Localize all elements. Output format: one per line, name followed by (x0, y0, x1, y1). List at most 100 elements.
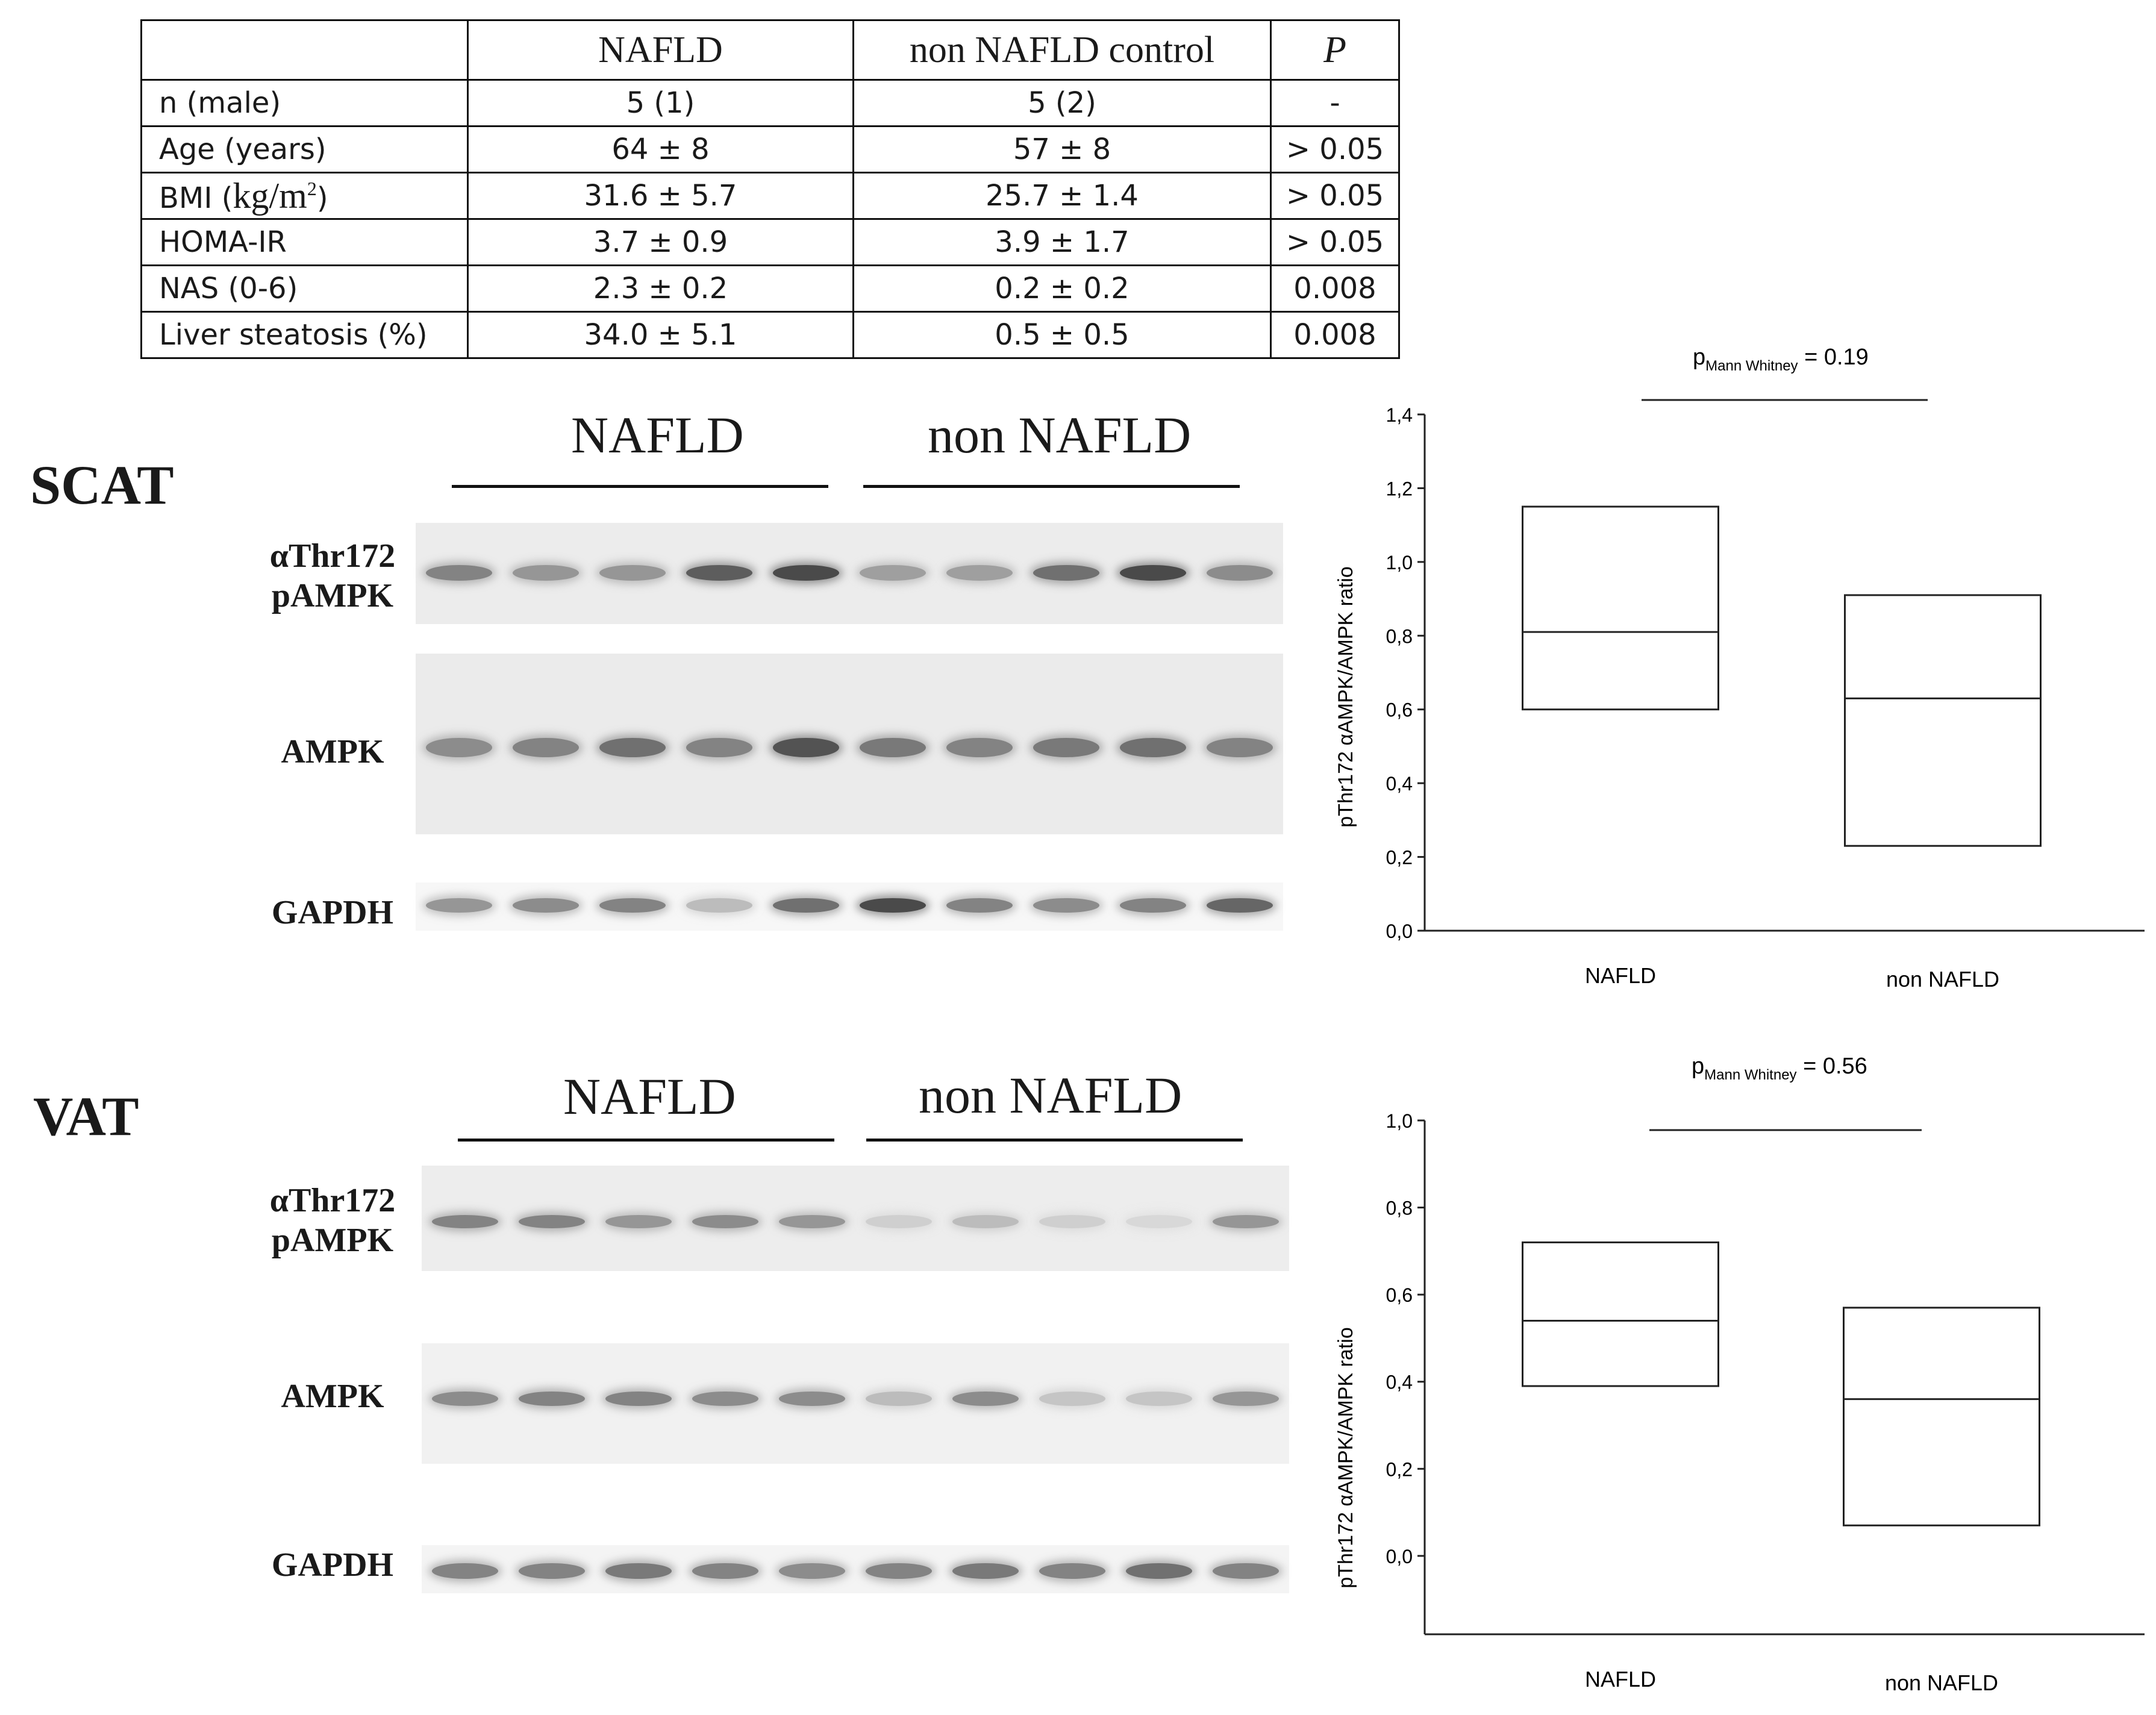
blot-band (605, 1215, 672, 1228)
vat-row-label-pampk: αThr172 pAMPK (242, 1181, 423, 1260)
scat-row-label-pampk: αThr172 pAMPK (242, 536, 423, 616)
p-value: 0.008 (1270, 311, 1400, 359)
blot-band (773, 738, 839, 757)
scat-p-value: = 0.19 (1798, 345, 1869, 370)
scat-p-subscript: Mann Whitney (1705, 358, 1798, 374)
scat-blot-gapdh (416, 882, 1283, 931)
blot-band (1039, 1215, 1105, 1228)
blot-band (519, 1215, 585, 1228)
y-tick-label: 0,8 (1386, 1198, 1413, 1219)
bmi-unit-text: kg/m (233, 175, 307, 216)
vat-group-nafld: NAFLD (563, 1067, 736, 1125)
table-row: BMI (kg/m2) 31.6 ± 5.7 25.7 ± 1.4 > 0.05 (140, 172, 1400, 220)
blot-band (1120, 565, 1186, 581)
blot-band (513, 738, 579, 757)
blot-band (1126, 1392, 1192, 1406)
blot-band (773, 898, 839, 913)
control-value: 5 (2) (852, 79, 1272, 127)
blot-band (426, 898, 492, 913)
nafld-value: 3.7 ± 0.9 (467, 218, 854, 266)
blot-band (605, 1392, 672, 1406)
table-header-control: non NAFLD control (852, 19, 1272, 81)
scat-group-nafld: NAFLD (571, 406, 744, 464)
table-row: NAS (0-6) 2.3 ± 0.2 0.2 ± 0.2 0.008 (140, 264, 1400, 313)
table-row: HOMA-IR 3.7 ± 0.9 3.9 ± 1.7 > 0.05 (140, 218, 1400, 266)
blot-band (952, 1392, 1019, 1406)
blot-band (686, 738, 752, 757)
row-label: Age (years) (140, 125, 469, 173)
blot-band (1126, 1215, 1192, 1228)
blot-band (432, 1563, 498, 1579)
p-value: - (1270, 79, 1400, 127)
blot-band (1213, 1215, 1279, 1228)
blot-band (866, 1392, 932, 1406)
blot-band (779, 1392, 845, 1406)
row-label: n (male) (140, 79, 469, 127)
control-value: 3.9 ± 1.7 (852, 218, 1272, 266)
blot-band (1120, 738, 1186, 757)
blot-band (432, 1215, 498, 1228)
control-value: 57 ± 8 (852, 125, 1272, 173)
x-category-label: NAFLD (1585, 1667, 1656, 1692)
p-value: > 0.05 (1270, 218, 1400, 266)
bmi-unit: kg/m2 (233, 176, 316, 216)
blot-band (952, 1215, 1019, 1228)
y-tick-label: 0,2 (1386, 1458, 1413, 1480)
scat-blot-pampk (416, 523, 1283, 624)
y-tick-label: 0,0 (1386, 920, 1413, 942)
blot-band (779, 1563, 845, 1579)
blot-band (519, 1392, 585, 1406)
blot-band (860, 565, 926, 581)
scat-group-non-nafld: non NAFLD (928, 406, 1192, 464)
vat-box-plot: pMann Whitney = 0.56 pThr172 αAMPK/AMPK … (1301, 1030, 2156, 1712)
nafld-value: 31.6 ± 5.7 (467, 172, 854, 220)
scat-blot-ampk (416, 654, 1283, 834)
vat-p-value: = 0.56 (1797, 1054, 1867, 1079)
vat-panel-title: VAT (33, 1086, 139, 1147)
control-value: 0.2 ± 0.2 (852, 264, 1272, 313)
blot-band (605, 1563, 672, 1579)
bmi-label: BMI ( (159, 181, 233, 215)
table-header-p: P (1270, 19, 1400, 81)
control-value: 0.5 ± 0.5 (852, 311, 1272, 359)
vat-plot-marks: 0,0 0,2 0,4 0,6 0,8 1,0 NAFLD non NAFLD (1386, 1110, 2145, 1695)
scat-row-label-gapdh: GAPDH (271, 894, 394, 931)
blot-band (1213, 1392, 1279, 1406)
row-label: NAS (0-6) (140, 264, 469, 313)
nafld-value: 5 (1) (467, 79, 854, 127)
table-row: Liver steatosis (%) 34.0 ± 5.1 0.5 ± 0.5… (140, 311, 1400, 359)
box-non-nafld (1844, 594, 2042, 847)
blot-band (1039, 1563, 1105, 1579)
scat-p-letter: p (1693, 345, 1705, 370)
p-value: > 0.05 (1270, 125, 1400, 173)
vat-row-label-ampk: AMPK (281, 1378, 384, 1415)
vat-box-plot-svg: pMann Whitney = 0.56 pThr172 αAMPK/AMPK … (1334, 1054, 2145, 1695)
blot-band (1033, 565, 1099, 581)
x-category-label: non NAFLD (1885, 1670, 1998, 1695)
blot-band (686, 565, 752, 581)
row-label-bmi: BMI (kg/m2) (140, 172, 469, 220)
table-header-row: NAFLD non NAFLD control P (140, 19, 1400, 81)
blot-band (432, 1392, 498, 1406)
blot-band (946, 565, 1013, 581)
blot-band (1039, 1392, 1105, 1406)
y-tick-label: 0,2 (1386, 847, 1413, 869)
blot-band (426, 738, 492, 757)
blot-band (1120, 898, 1186, 913)
blot-band (779, 1215, 845, 1228)
blot-band (513, 565, 579, 581)
scat-box-plot-svg: pMann Whitney = 0.19 pThr172 αAMPK/AMPK … (1334, 345, 2145, 992)
box-non-nafld (1843, 1307, 2040, 1526)
table-header-nafld: NAFLD (467, 19, 854, 81)
blot-band (1213, 1563, 1279, 1579)
blot-band (519, 1563, 585, 1579)
blot-band (692, 1215, 758, 1228)
bmi-close: ) (316, 181, 328, 215)
vat-group-non-nafld: non NAFLD (919, 1066, 1183, 1124)
blot-band (1207, 565, 1273, 581)
y-tick-label: 0,8 (1386, 625, 1413, 647)
scat-nafld-bracket-line (452, 485, 828, 488)
scat-panel-title: SCAT (30, 454, 174, 516)
vat-blot-gapdh (422, 1545, 1289, 1593)
blot-band (686, 898, 752, 913)
